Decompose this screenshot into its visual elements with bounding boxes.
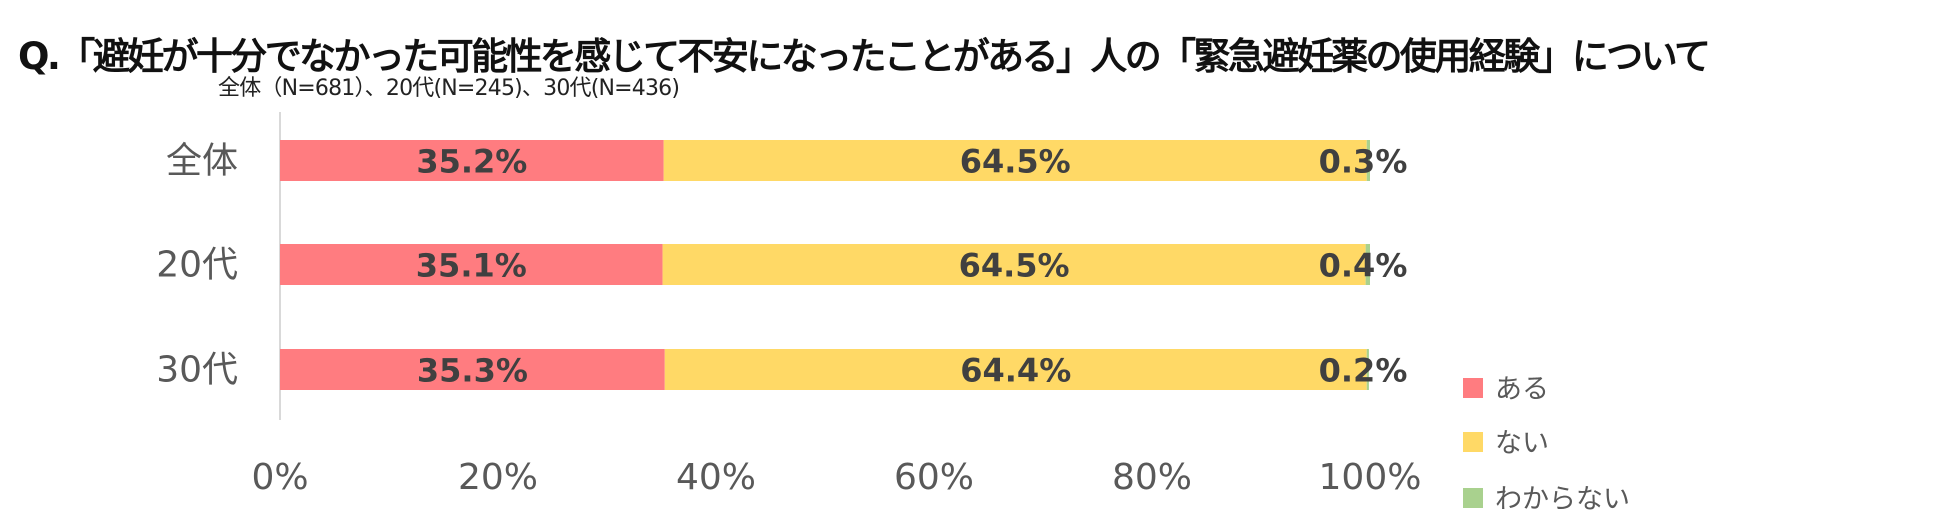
legend-swatch xyxy=(1463,432,1483,452)
category-label: 30代 xyxy=(156,350,238,391)
x-tick-label: 100% xyxy=(1319,457,1422,498)
data-label: 35.1% xyxy=(416,247,527,285)
data-label: 35.2% xyxy=(416,143,527,181)
legend-swatch xyxy=(1463,488,1483,508)
bar-segment-1 xyxy=(664,349,1367,390)
data-label: 0.2% xyxy=(1319,352,1408,390)
chart-title: Q.「避妊が十分でなかった可能性を感じて不安になったことがある」人の「緊急避妊薬… xyxy=(18,35,1711,78)
data-label: 64.5% xyxy=(959,247,1070,285)
data-label: 0.4% xyxy=(1319,247,1408,285)
legend-swatch xyxy=(1463,378,1483,398)
chart-subtitle: 全体（N=681）、20代(N=245)、30代(N=436) xyxy=(218,76,680,101)
bar-segment-1 xyxy=(663,140,1367,181)
bar-segment-0 xyxy=(280,244,663,285)
data-label: 64.5% xyxy=(960,143,1071,181)
category-label: 全体 xyxy=(166,141,238,182)
legend-label: わからない xyxy=(1495,484,1630,515)
bar-segment-2 xyxy=(1366,140,1370,181)
legend-label: ある xyxy=(1495,374,1549,405)
bar-segment-2 xyxy=(1365,244,1370,285)
x-tick-label: 0% xyxy=(251,457,308,498)
x-tick-label: 80% xyxy=(1112,457,1192,498)
data-label: 64.4% xyxy=(960,352,1071,390)
x-tick-label: 20% xyxy=(458,457,538,498)
bar-segment-2 xyxy=(1366,349,1369,390)
data-label: 35.3% xyxy=(417,352,528,390)
bar-segment-0 xyxy=(280,349,665,390)
bar-segment-1 xyxy=(662,244,1366,285)
x-tick-label: 60% xyxy=(894,457,974,498)
x-tick-label: 40% xyxy=(676,457,756,498)
data-label: 0.3% xyxy=(1319,143,1408,181)
legend-label: ない xyxy=(1495,428,1549,459)
bar-segment-0 xyxy=(280,140,664,181)
category-label: 20代 xyxy=(156,245,238,286)
